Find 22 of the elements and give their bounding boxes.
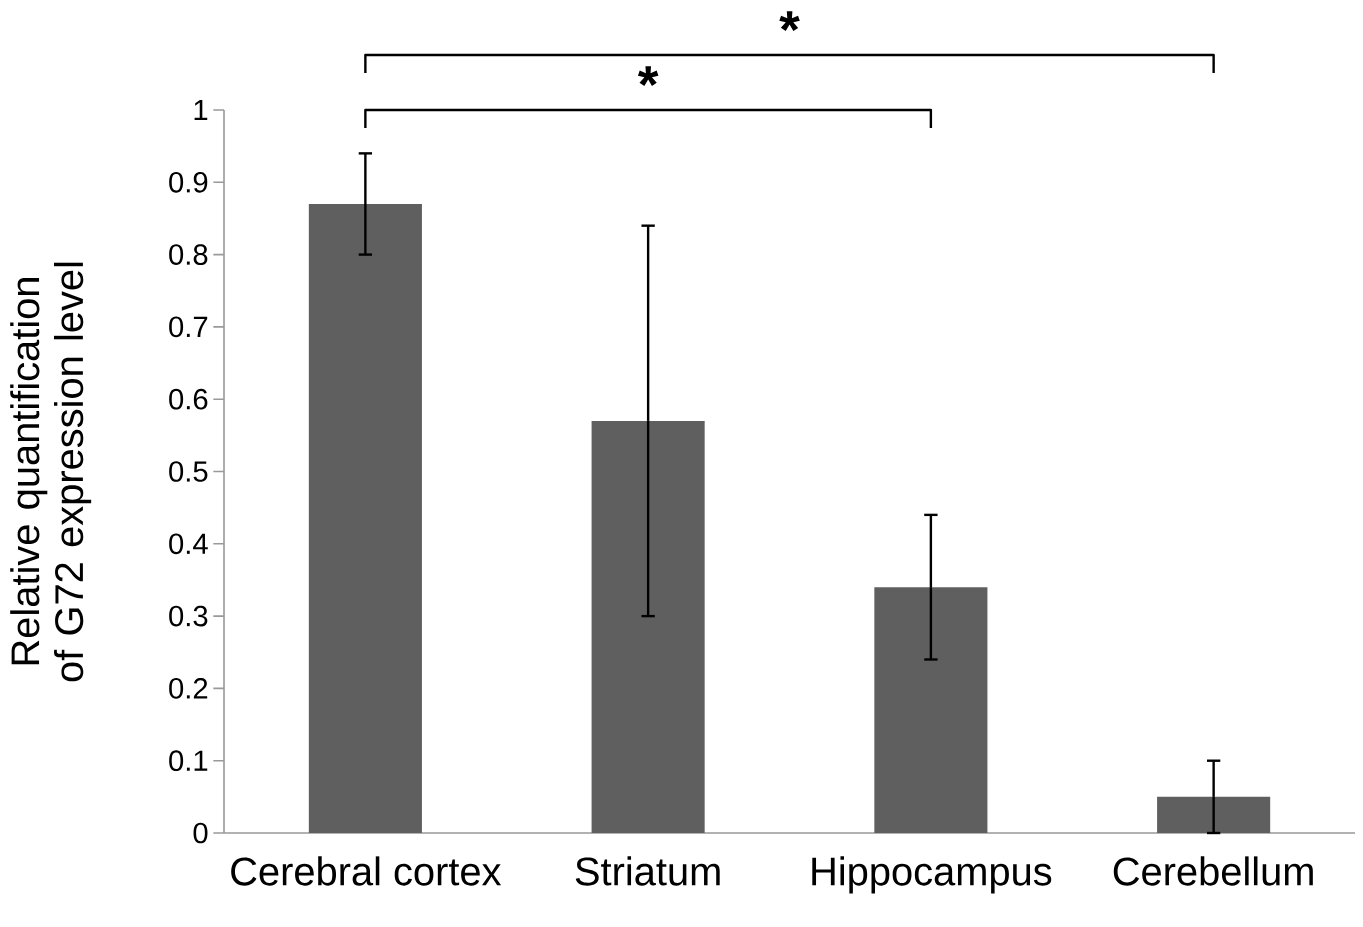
y-axis-title: Relative quantification of G72 expression level — [10, 262, 92, 682]
x-tick-label: Striatum — [575, 856, 720, 886]
y-tick-label: 0.6 — [169, 388, 208, 410]
bar — [591, 420, 705, 833]
bar — [874, 587, 988, 833]
x-tick-label: Hippocampus — [812, 856, 1052, 894]
text: * — [637, 66, 659, 86]
x-tick-label: Cerebellum — [1113, 856, 1313, 886]
y-tick-label: 0.1 — [169, 750, 208, 772]
y-tick-label: 1 — [194, 99, 208, 121]
y-tick-label: 0.9 — [169, 171, 208, 193]
y-tick-label: 0.3 — [169, 605, 208, 627]
text: * — [779, 11, 800, 32]
y-tick-label: 0.8 — [169, 244, 208, 265]
y-tick-label: 0.2 — [169, 678, 208, 699]
bar — [308, 203, 422, 833]
y-tick-label: 0.7 — [169, 316, 208, 338]
y-tick-label: 0 — [193, 822, 208, 844]
x-tick-label: Cerebral cortex — [231, 856, 502, 886]
y-tick-label: 0.5 — [169, 461, 208, 482]
y-tick-label: 0.4 — [169, 533, 208, 555]
bar — [1157, 796, 1271, 833]
